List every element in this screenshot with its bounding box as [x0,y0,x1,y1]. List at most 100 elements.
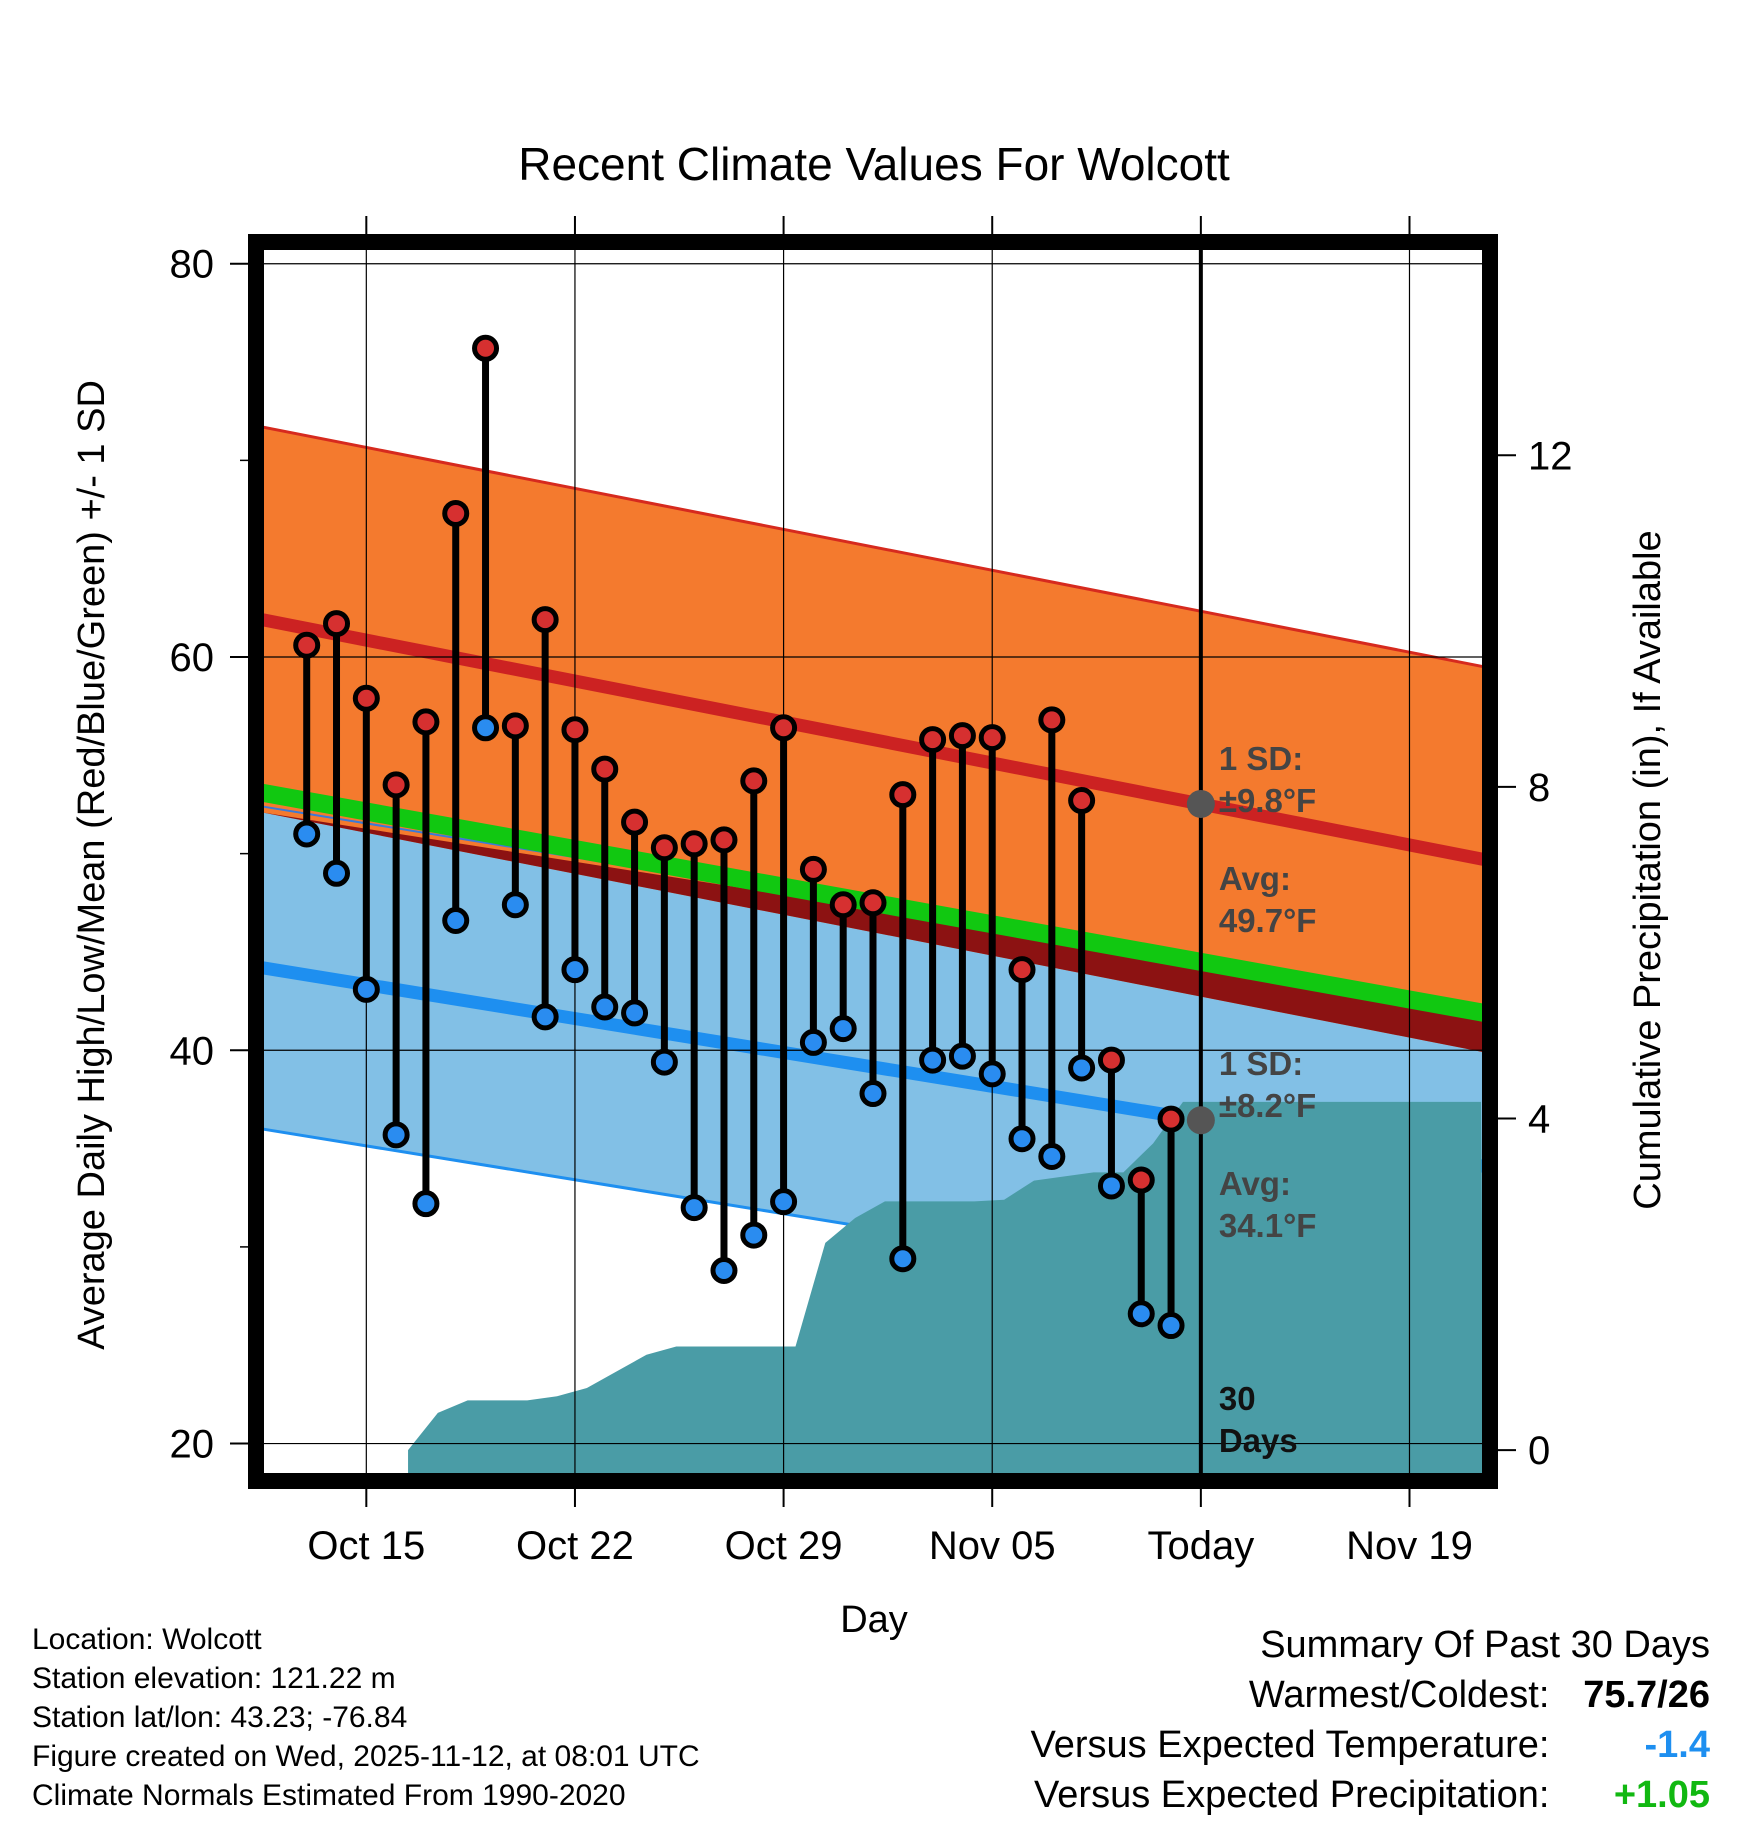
low-temp-point [919,1046,947,1074]
low-temp-point [412,1190,440,1218]
summary-temp-row: Versus Expected Temperature: -1.4 [1031,1720,1710,1770]
summary-heading: Summary Of Past 30 Days [1260,1624,1710,1666]
low-temp-point [829,1015,857,1043]
period-annotation: Days [1219,1422,1298,1459]
high-temp-point [770,714,798,742]
y2-tick-label: 8 [1528,766,1550,810]
footer-latlon: Station lat/lon: 43.23; -76.84 [32,1701,408,1734]
high-temp-point [382,771,410,799]
y-tick-label: 20 [170,1423,215,1467]
summary-warmest-row: Warmest/Coldest: 75.7/26 [1031,1670,1710,1720]
axes: 20 40 60 80 0 4 8 12 Oct 15 Oct 22 Oct 29 Nov 05 Tod… [170,216,1573,1568]
avg-high-annotation: Avg: [1219,860,1291,897]
high-temp-point [591,755,619,783]
low-temp-point [382,1121,410,1149]
daily-series [293,334,1215,1340]
high-temp-point [352,684,380,712]
x-tick-label: Oct 15 [307,1524,425,1568]
sd-high-annotation: ±9.8°F [1219,782,1316,819]
footer-created: Figure created on Wed, 2025-11-12, at 08… [32,1740,700,1773]
high-band-upper-edge [261,425,1485,669]
high-temp-point [1008,956,1036,984]
high-temp-point [710,826,738,854]
low-temp-point [1068,1054,1096,1082]
y-tick-label: 40 [170,1029,215,1073]
low-temp-point [591,993,619,1021]
summary-panel: Summary Of Past 30 Days Warmest/Coldest:… [1031,1620,1710,1820]
low-temp-point [293,820,321,848]
high-temp-point [650,834,678,862]
low-temp-point [1157,1312,1185,1340]
avg-high-marker [1186,789,1215,818]
high-temp-point [1157,1105,1185,1133]
high-temp-point [561,716,589,744]
y2-tick-label: 0 [1528,1429,1550,1473]
y-axis-label-left: Average Daily High/Low/Mean (Red/Blue/Gr… [71,380,113,1350]
low-temp-point [680,1194,708,1222]
low-temp-point [1008,1125,1036,1153]
chart-title: Recent Climate Values For Wolcott [518,138,1230,190]
high-temp-point [889,781,917,809]
sd-low-annotation: 1 SD: [1219,1045,1303,1082]
normal-high-line [260,613,1486,866]
high-temp-point [1038,706,1066,734]
x-tick-label: Nov 19 [1346,1524,1473,1568]
x-tick-label: Oct 29 [725,1524,843,1568]
low-temp-point [770,1188,798,1216]
high-temp-point [442,499,470,527]
high-temp-point [799,855,827,883]
plot-frame [248,234,1498,1489]
plot-border [248,234,1498,1489]
high-temp-point [829,891,857,919]
high-temp-point [948,722,976,750]
low-temp-point [531,1003,559,1031]
sd-low-annotation: ±8.2°F [1219,1087,1316,1124]
x-tick-label: Today [1147,1524,1254,1568]
summary-precip-row: Versus Expected Precipitation: +1.05 [1031,1770,1710,1820]
y2-tick-label: 4 [1528,1098,1550,1142]
precip-area-fill [408,1101,1484,1475]
low-temp-point [621,999,649,1027]
high-temp-point [293,631,321,659]
low-temp-point [859,1080,887,1108]
high-temp-point [472,334,500,362]
y-tick-label: 80 [170,243,215,287]
high-temp-point [531,606,559,634]
sd-high-annotation: 1 SD: [1219,740,1303,777]
high-temp-point [919,726,947,754]
low-temp-point [650,1048,678,1076]
high-temp-point [501,712,529,740]
high-temp-point [740,767,768,795]
station-info: Location: Wolcott Station elevation: 121… [32,1620,700,1815]
footer-elevation: Station elevation: 121.22 m [32,1662,396,1695]
high-temp-point [1097,1046,1125,1074]
low-temp-point [978,1060,1006,1088]
x-tick-label: Oct 22 [516,1524,634,1568]
low-temp-point [323,859,351,887]
summary-precip-label: Versus Expected Precipitation: [1034,1774,1550,1816]
footer-location: Location: Wolcott [32,1623,262,1656]
summary-temp-value: -1.4 [1644,1724,1710,1766]
low-temp-point [1097,1172,1125,1200]
avg-low-annotation: 34.1°F [1219,1207,1317,1244]
period-annotation: 30 [1219,1380,1256,1417]
high-temp-point [323,610,351,638]
precip-area [408,1101,1484,1475]
high-temp-point [680,830,708,858]
high-temp-point [621,808,649,836]
high-temp-point [412,708,440,736]
high-temp-point [859,889,887,917]
low-temp-point [740,1221,768,1249]
avg-high-annotation: 49.7°F [1219,902,1317,939]
annotations: 1 SD: ±9.8°F Avg: 49.7°F 1 SD: ±8.2°F Avg: 34.1… [1219,740,1317,1459]
low-temp-point [1127,1300,1155,1328]
low-temp-point [889,1245,917,1273]
avg-low-marker [1186,1106,1215,1135]
low-temp-point [799,1028,827,1056]
low-temp-point [352,975,380,1003]
low-temp-point [561,956,589,984]
high-temp-point [978,724,1006,752]
summary-warmest-value: 75.7/26 [1583,1674,1710,1716]
x-tick-label: Nov 05 [929,1524,1056,1568]
